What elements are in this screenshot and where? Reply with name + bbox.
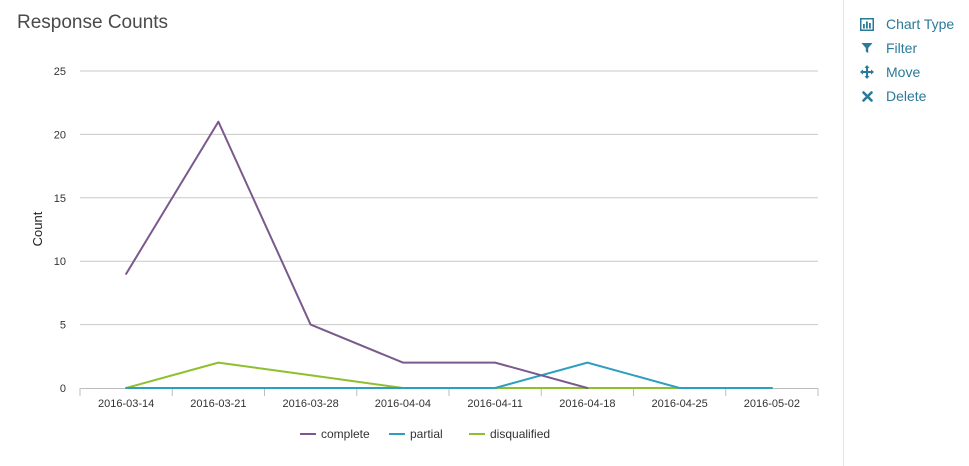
y-tick-label: 20 [54,129,66,141]
legend-label: complete [321,427,370,441]
move-icon [859,64,875,80]
y-tick-label: 5 [60,320,66,332]
x-tick-label: 2016-04-18 [559,398,615,410]
series-line-disqualified [125,361,773,389]
close-icon [859,88,875,104]
legend-item-disqualified[interactable]: disqualified [469,427,550,441]
legend-label: disqualified [490,427,550,441]
bar-chart-icon [859,16,875,32]
legend: complete partial disqualified [300,427,550,441]
y-axis-label: Count [30,211,45,246]
gridlines [80,70,818,326]
y-tick-label: 0 [60,383,66,395]
chart-type-label: Chart Type [886,16,955,32]
chart-title: Response Counts [17,12,169,33]
filter-icon [859,40,875,56]
filter-button[interactable]: Filter [859,36,969,60]
series-line-complete [125,120,589,389]
x-tick-label: 2016-04-04 [375,398,431,410]
filter-label: Filter [886,40,918,56]
x-tick-label: 2016-05-02 [744,398,800,410]
y-tick-label: 25 [54,66,66,78]
x-tick-label: 2016-03-28 [282,398,338,410]
x-tick-label: 2016-03-21 [190,398,246,410]
move-label: Move [886,64,921,80]
x-axis: 2016-03-14 2016-03-21 2016-03-28 2016-04-04… [79,388,819,410]
sidebar-divider [843,0,844,466]
line-chart: 0 5 10 15 20 25 2016-03-14 2016-03-21 2016-03-2… [30,66,819,441]
legend-label: partial [410,427,443,441]
chart-type-button[interactable]: Chart Type [859,12,969,36]
y-tick-label: 10 [54,256,66,268]
move-button[interactable]: Move [859,60,969,84]
series-lines [125,120,773,389]
x-tick-label: 2016-03-14 [98,398,154,410]
delete-button[interactable]: Delete [859,84,969,108]
delete-label: Delete [886,88,927,104]
legend-item-partial[interactable]: partial [389,427,443,441]
x-tick-label: 2016-04-25 [651,398,707,410]
y-tick-label: 15 [54,193,66,205]
y-tick-labels: 0 5 10 15 20 25 [54,66,66,395]
chart-options-menu: Chart Type Filter Move Delete [859,12,969,108]
series-line-partial [125,361,773,389]
x-tick-label: 2016-04-11 [467,398,522,410]
legend-item-complete[interactable]: complete [300,427,370,441]
